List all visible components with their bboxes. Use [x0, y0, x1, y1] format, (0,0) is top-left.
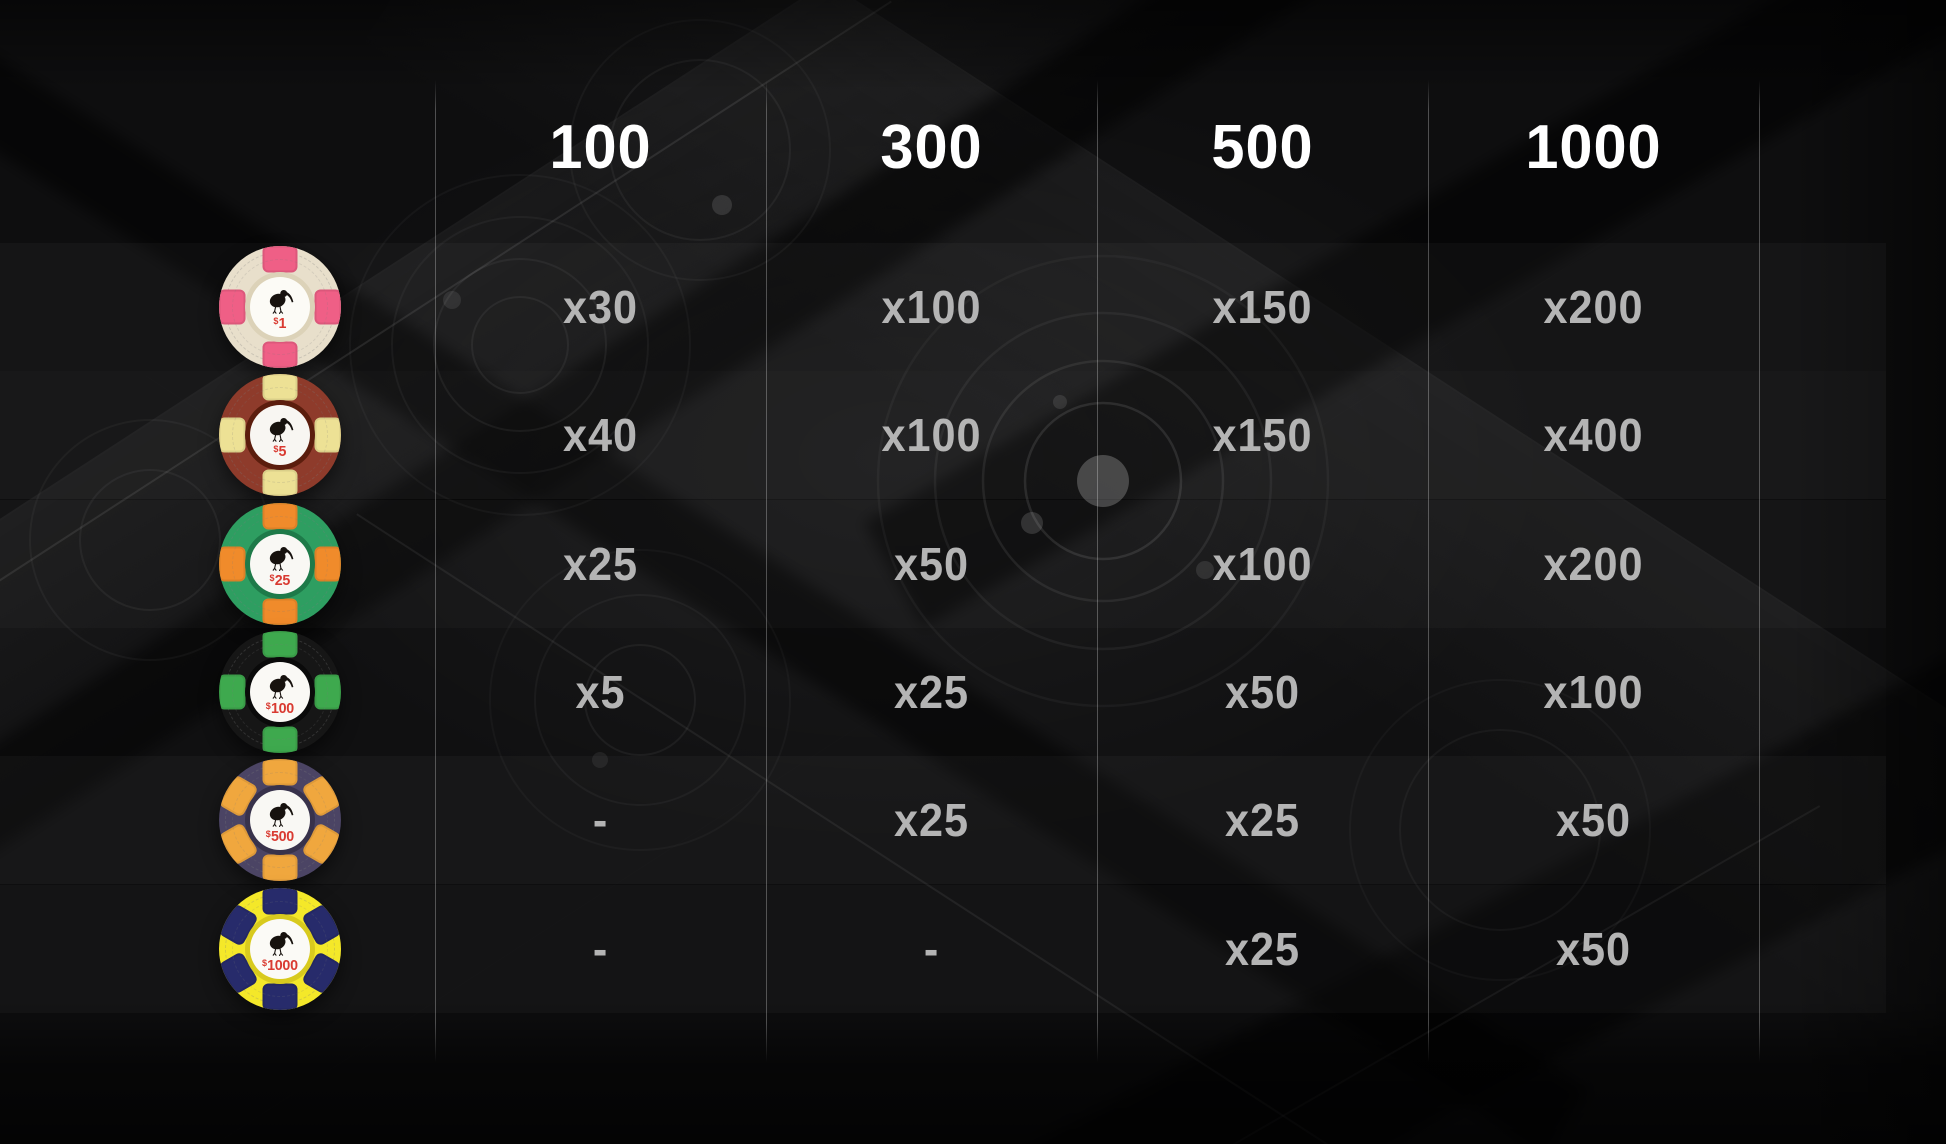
- table-cell: x100: [1543, 666, 1644, 718]
- table-row: $100 x5 x25 x50 x100: [0, 628, 1946, 756]
- kiwi-bird-icon: [267, 931, 294, 956]
- table-cell: -: [592, 923, 609, 975]
- chip-edge-spot: [219, 289, 246, 325]
- chip-center: $500: [250, 790, 310, 850]
- poker-chip-1-dollar: $1: [219, 246, 341, 368]
- chip-edge-spot: [314, 417, 341, 453]
- poker-chip-25-dollar: $25: [219, 503, 341, 625]
- chip-edge-spot: [262, 341, 298, 368]
- chip-edge-spot: [262, 759, 298, 786]
- column-divider: [1097, 80, 1098, 1062]
- table-row: $1 x30 x100 x150 x200: [0, 243, 1946, 371]
- column-divider: [766, 80, 767, 1062]
- top-shade: [0, 0, 1946, 90]
- table-cell: x25: [894, 794, 969, 846]
- chip-denomination: $500: [265, 828, 295, 845]
- chip-center: $1: [250, 277, 310, 337]
- chip-edge-spot: [262, 631, 298, 658]
- table-cell: x100: [881, 409, 982, 461]
- table-cell: x40: [563, 409, 638, 461]
- table-cell: x200: [1543, 538, 1644, 590]
- table-cell: x50: [894, 538, 969, 590]
- chip-edge-spot: [262, 854, 298, 881]
- chip-denomination: $100: [265, 700, 295, 717]
- table-cell: x25: [563, 538, 638, 590]
- table-row: $25 x25 x50 x100 x200: [0, 500, 1946, 628]
- poker-chip-100-dollar: $100: [219, 631, 341, 753]
- chip-center: $5: [250, 405, 310, 465]
- chip-edge-spot: [219, 546, 246, 582]
- table-cell: x50: [1225, 666, 1300, 718]
- column-divider: [1428, 80, 1429, 1062]
- kiwi-bird-icon: [267, 674, 294, 699]
- table-cell: x30: [563, 281, 638, 333]
- chip-edge-spot: [314, 674, 341, 710]
- table-cell: x50: [1556, 923, 1631, 975]
- table-cell: x25: [1225, 794, 1300, 846]
- table-cell: -: [592, 794, 609, 846]
- table-cell: x100: [881, 281, 982, 333]
- chip-edge-spot: [219, 417, 246, 453]
- table-cell: x5: [575, 666, 626, 718]
- chip-center: $25: [250, 534, 310, 594]
- column-divider: [435, 80, 436, 1062]
- column-header-300: 300: [880, 112, 983, 182]
- bottom-shade: [0, 1000, 1946, 1144]
- column-divider: [1759, 80, 1760, 1062]
- column-header-500: 500: [1211, 112, 1314, 182]
- table-header-row: 100 300 500 1000: [0, 80, 1946, 214]
- chip-center: $1000: [250, 919, 310, 979]
- table-cell: x25: [1225, 923, 1300, 975]
- table-cell: x100: [1212, 538, 1313, 590]
- chip-center: $100: [250, 662, 310, 722]
- table-cell: x200: [1543, 281, 1644, 333]
- table-cell: x50: [1556, 794, 1631, 846]
- chip-denomination: $25: [269, 572, 291, 589]
- chip-edge-spot: [262, 374, 298, 401]
- kiwi-bird-icon: [267, 802, 294, 827]
- table-row: $5 x40 x100 x150 x400: [0, 371, 1946, 499]
- chip-edge-spot: [262, 726, 298, 753]
- chip-denomination: $1000: [262, 957, 298, 974]
- chip-denomination: $1: [273, 315, 287, 332]
- kiwi-bird-icon: [267, 546, 294, 571]
- chip-denomination: $5: [273, 443, 287, 460]
- chip-edge-spot: [262, 469, 298, 496]
- table-row: $500 - x25 x25 x50: [0, 756, 1946, 884]
- chip-edge-spot: [262, 246, 298, 273]
- table-cell: -: [923, 923, 940, 975]
- poker-chip-500-dollar: $500: [219, 759, 341, 881]
- poker-chip-1000-dollar: $1000: [219, 888, 341, 1010]
- chip-edge-spot: [314, 546, 341, 582]
- chip-edge-spot: [262, 888, 298, 915]
- table-cell: x150: [1212, 409, 1313, 461]
- chip-edge-spot: [262, 503, 298, 530]
- table-cell: x400: [1543, 409, 1644, 461]
- table-cell: x150: [1212, 281, 1313, 333]
- table-cell: x25: [894, 666, 969, 718]
- column-header-100: 100: [549, 112, 652, 182]
- chip-edge-spot: [219, 674, 246, 710]
- column-header-1000: 1000: [1525, 112, 1662, 182]
- kiwi-bird-icon: [267, 289, 294, 314]
- chip-edge-spot: [262, 598, 298, 625]
- chip-edge-spot: [314, 289, 341, 325]
- chip-edge-spot: [262, 983, 298, 1010]
- poker-chip-5-dollar: $5: [219, 374, 341, 496]
- kiwi-bird-icon: [267, 417, 294, 442]
- table-row: $1000 - - x25 x50: [0, 885, 1946, 1013]
